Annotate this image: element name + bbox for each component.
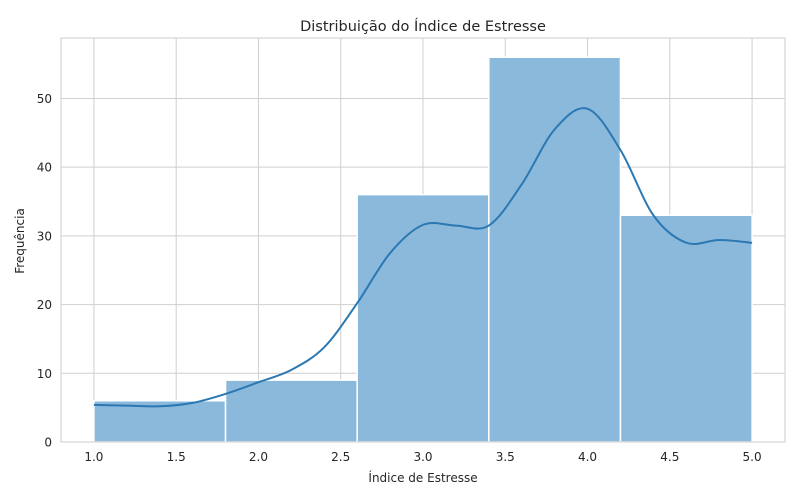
x-tick-label: 2.5 [331, 450, 350, 464]
histogram-bar [224, 379, 358, 443]
x-tick-label: 4.0 [578, 450, 597, 464]
y-tick-label: 30 [37, 229, 52, 243]
histogram-bar [356, 193, 490, 443]
y-axis-ticks: 0 10 20 30 40 50 [37, 92, 52, 450]
histogram-bar [619, 214, 753, 443]
y-tick-label: 0 [44, 436, 52, 450]
histogram-bars [93, 56, 753, 443]
y-tick-label: 40 [37, 161, 52, 175]
x-tick-label: 5.0 [743, 450, 762, 464]
kde-line [93, 107, 753, 408]
x-tick-label: 3.0 [413, 450, 432, 464]
histogram-bar [93, 400, 227, 443]
y-tick-label: 20 [37, 298, 52, 312]
x-axis-ticks: 1.0 1.5 2.0 2.5 3.0 3.5 4.0 4.5 5.0 [84, 450, 761, 464]
histogram-bar [488, 56, 622, 443]
x-tick-label: 4.5 [660, 450, 679, 464]
y-tick-label: 50 [37, 92, 52, 106]
y-axis-label: Frequência [13, 208, 27, 274]
x-tick-label: 2.0 [249, 450, 268, 464]
x-axis-label: Índice de Estresse [368, 470, 477, 485]
chart-title: Distribuição do Índice de Estresse [300, 18, 546, 35]
x-tick-label: 3.5 [496, 450, 515, 464]
plot-frame [60, 37, 786, 443]
y-tick-label: 10 [37, 367, 52, 381]
x-tick-label: 1.0 [84, 450, 103, 464]
x-tick-label: 1.5 [167, 450, 186, 464]
